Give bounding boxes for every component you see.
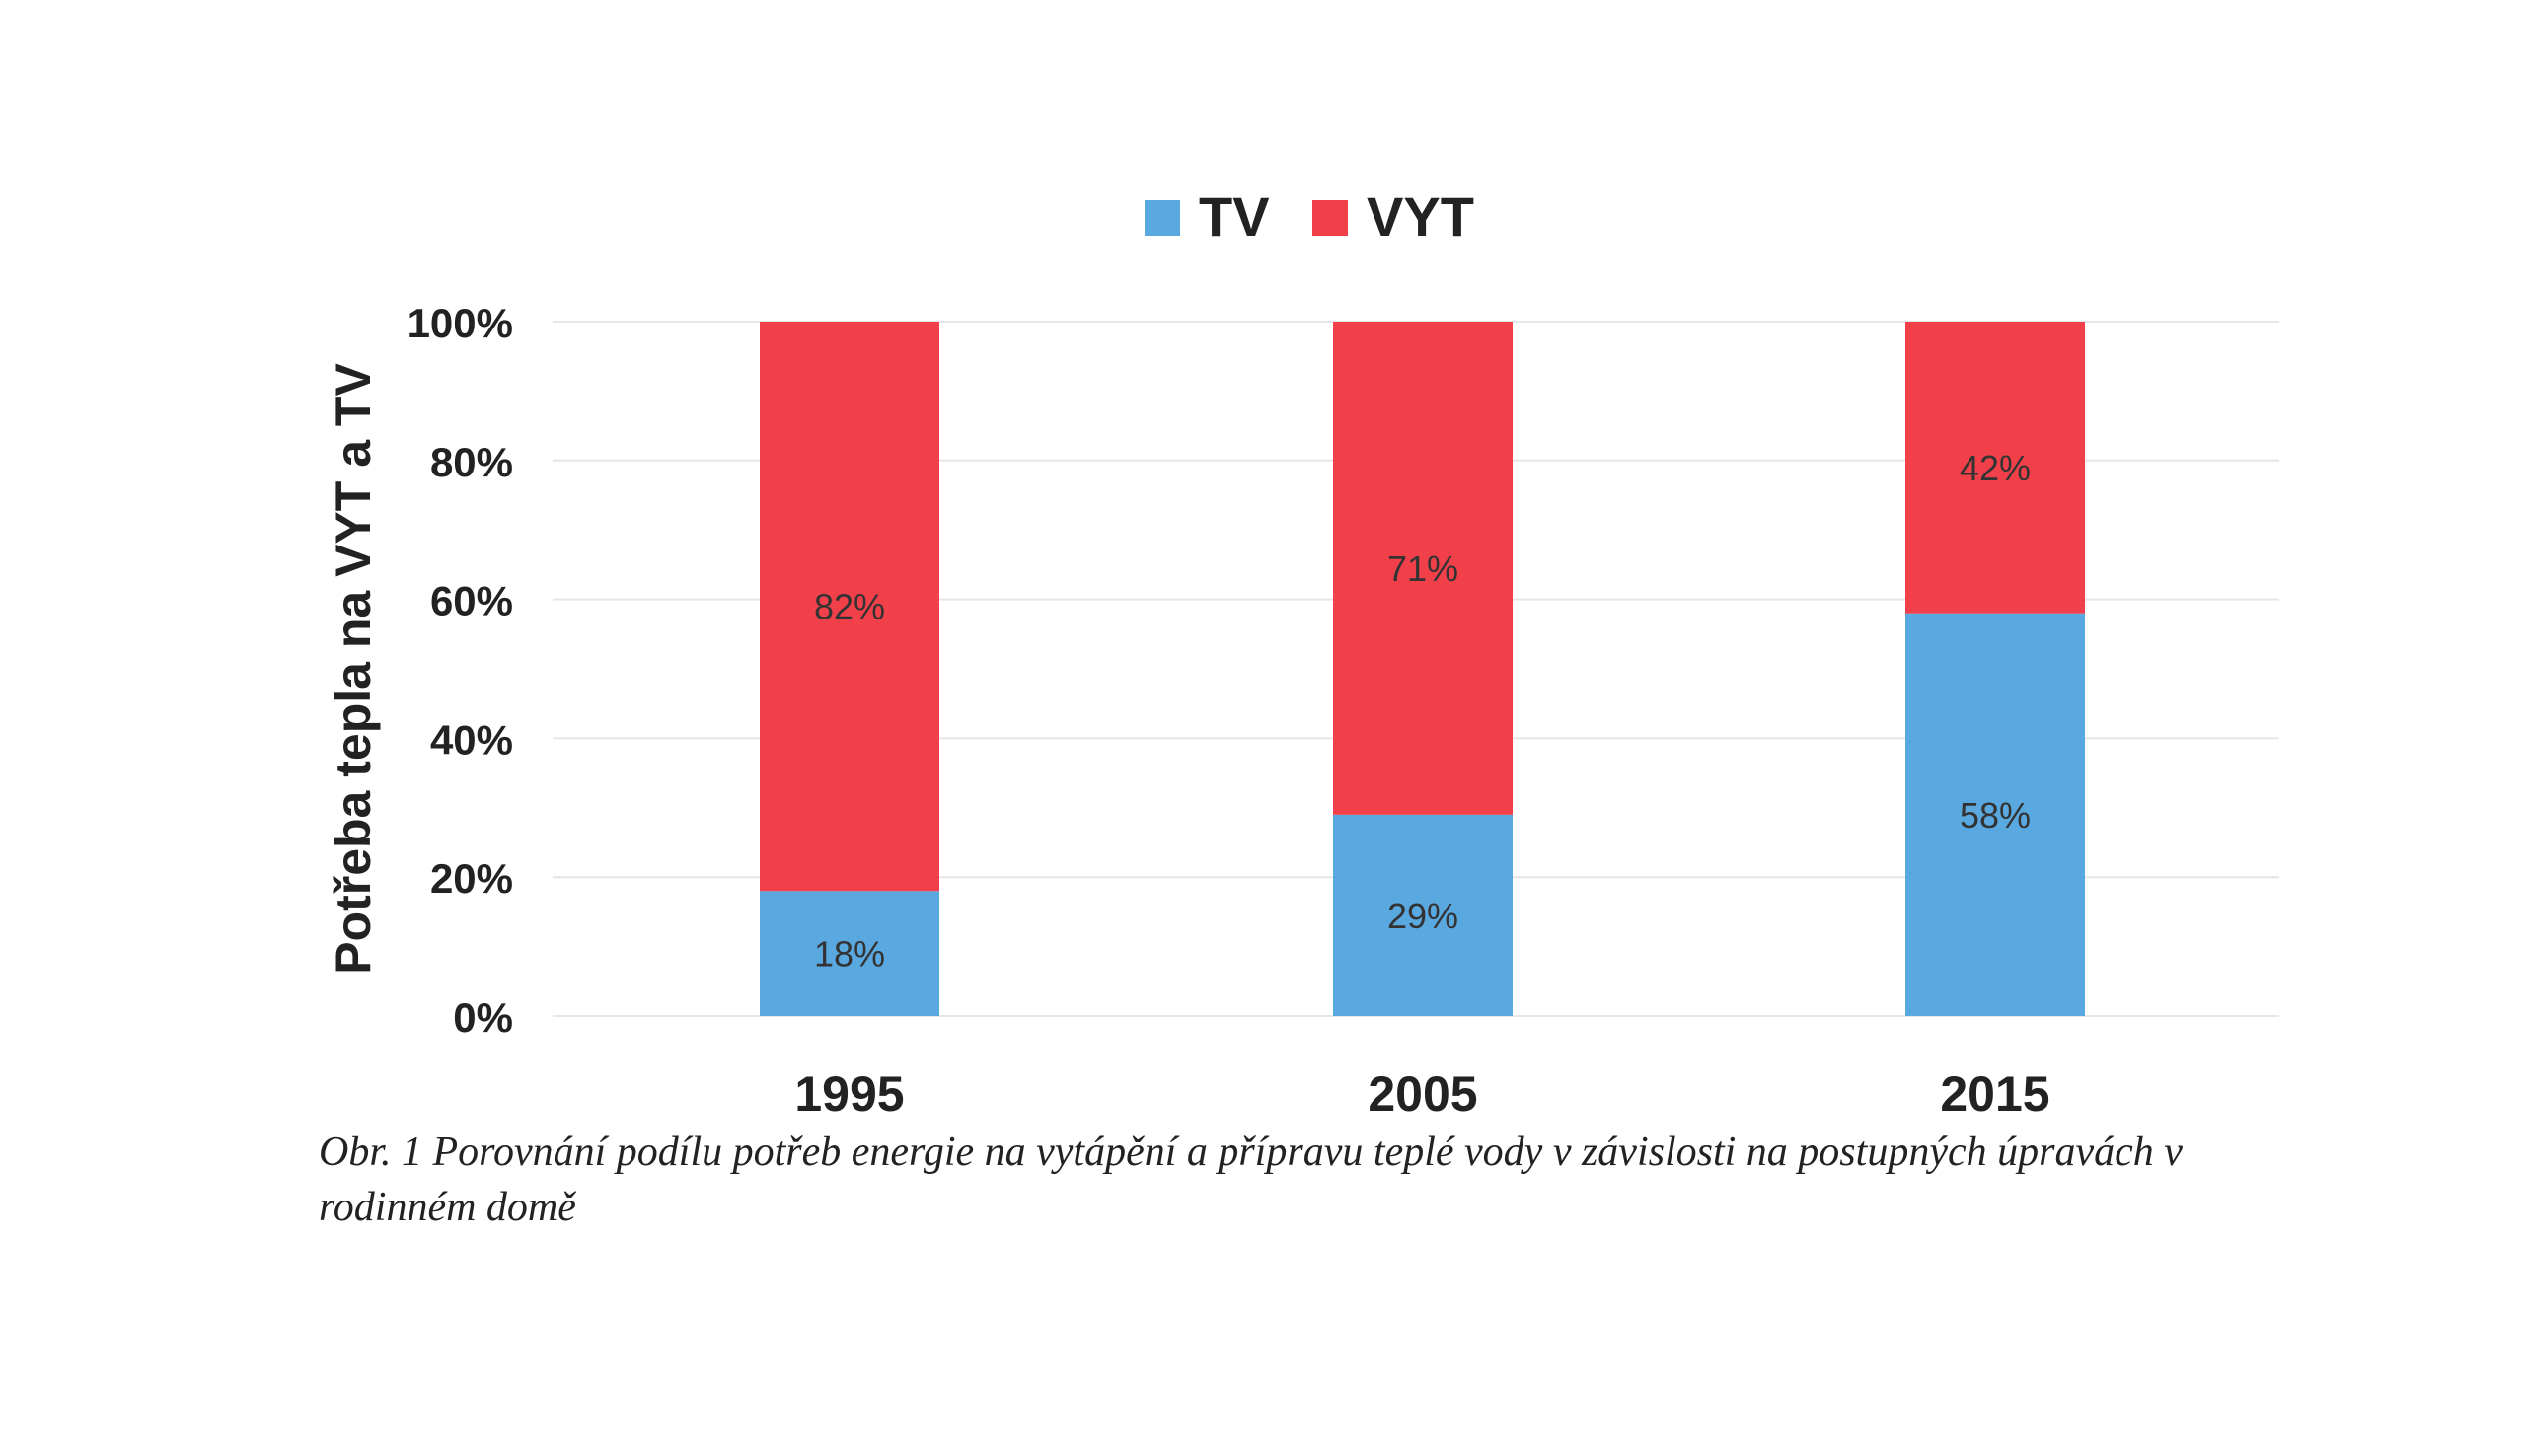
y-tick-label: 20% (430, 855, 513, 902)
bar-tv-2015 (1905, 613, 2085, 1016)
data-label: 82% (814, 587, 885, 627)
bar-tv-2005 (1333, 814, 1513, 1016)
data-label: 42% (1960, 448, 2031, 488)
data-label: 71% (1387, 548, 1458, 589)
bar-vyt-2015 (1905, 322, 2085, 614)
legend-label-vyt: VYT (1367, 185, 1474, 248)
x-tick-label: 2015 (1940, 1066, 2049, 1122)
legend-label-tv: TV (1199, 185, 1270, 248)
data-label: 58% (1960, 795, 2031, 836)
legend-swatch-vyt (1312, 200, 1348, 236)
y-tick-label: 40% (430, 716, 513, 763)
y-tick-label: 80% (430, 439, 513, 485)
y-tick-label: 0% (453, 994, 513, 1041)
figure-caption: Obr. 1 Porovnání podílu potřeb energie n… (319, 1129, 2183, 1230)
bar-vyt-2005 (1333, 322, 1513, 815)
legend-swatch-tv (1145, 200, 1180, 236)
data-label: 29% (1387, 896, 1458, 936)
x-tick-label: 2005 (1368, 1066, 1477, 1122)
y-tick-label: 60% (430, 578, 513, 624)
x-tick-label: 1995 (794, 1066, 904, 1122)
bar-vyt-1995 (760, 322, 939, 892)
y-axis-title: Potřeba tepla na VYT a TV (326, 363, 381, 975)
bar-tv-1995 (760, 891, 939, 1016)
data-label: 18% (814, 934, 885, 975)
y-tick-label: 100% (408, 300, 513, 346)
